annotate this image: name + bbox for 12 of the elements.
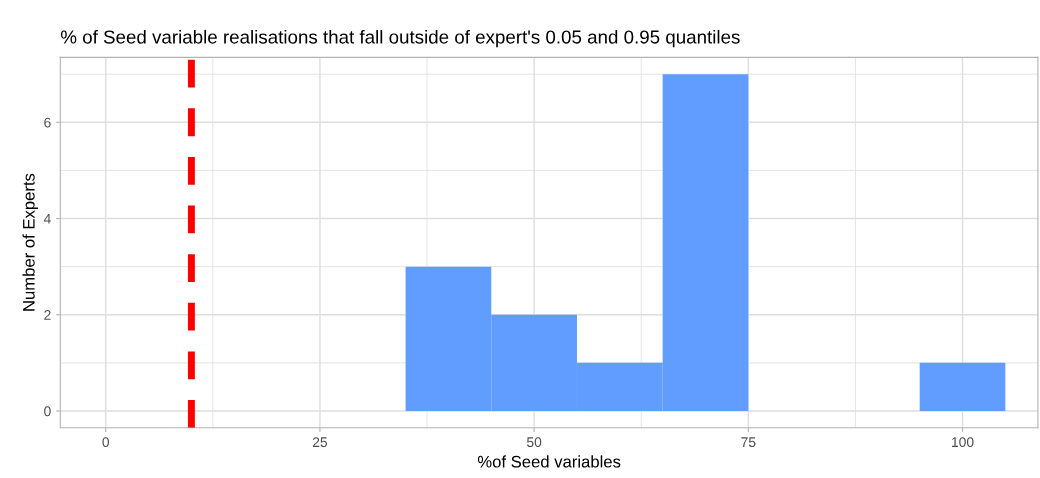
y-tick-label: 2	[44, 310, 51, 320]
x-tick-label: 25	[312, 437, 328, 448]
y-tick-label: 0	[44, 406, 51, 417]
y-tick-label: 4	[43, 214, 51, 224]
chart-title: % of Seed variable realisations that fall outside of expert's 0.05 and 0.95 quantiles	[60, 29, 740, 48]
x-tick-label: 50	[526, 437, 542, 448]
y-tick-label: 6	[44, 117, 51, 128]
x-tick-label: 0	[102, 437, 110, 448]
x-tick-label: 75	[741, 437, 756, 448]
x-tick-label: 100	[952, 437, 974, 448]
x-axis-title: %of Seed variables	[477, 455, 621, 468]
y-axis-title: Number of Experts	[22, 173, 39, 311]
